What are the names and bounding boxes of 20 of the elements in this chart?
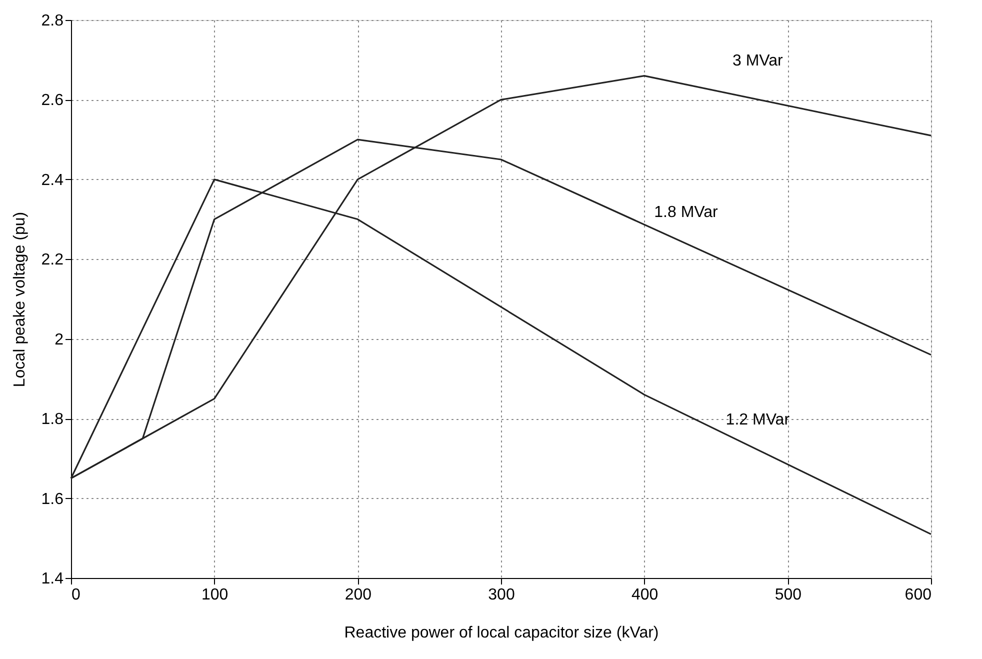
x-axis-title: Reactive power of local capacitor size (kVar) (344, 624, 659, 642)
x-tick-label: 400 (631, 586, 658, 604)
y-tick-label: 2.2 (41, 252, 64, 269)
y-tick-label: 2.8 (41, 12, 64, 30)
x-tick-label: 600 (904, 586, 932, 604)
y-tick-label: 1.8 (41, 411, 64, 428)
y-tick-label: 2.4 (41, 172, 64, 189)
y-tick-label: 2 (54, 331, 64, 348)
y-tick-label: 1.4 (41, 570, 64, 588)
series-label: 1.2 MVar (726, 411, 790, 428)
x-tick-label: 0 (72, 586, 80, 604)
y-tick-label: 1.6 (41, 490, 64, 508)
y-tick-label: 2.6 (41, 92, 64, 110)
x-tick-label: 100 (201, 586, 228, 604)
series-label: 1.8 MVar (654, 204, 719, 222)
x-tick-label: 300 (488, 586, 515, 604)
y-axis-title: Local peake voltage (pu) (11, 212, 28, 388)
x-tick-label: 200 (344, 586, 372, 604)
series-label: 3 MVar (732, 52, 784, 70)
x-tick-label: 500 (774, 586, 802, 604)
